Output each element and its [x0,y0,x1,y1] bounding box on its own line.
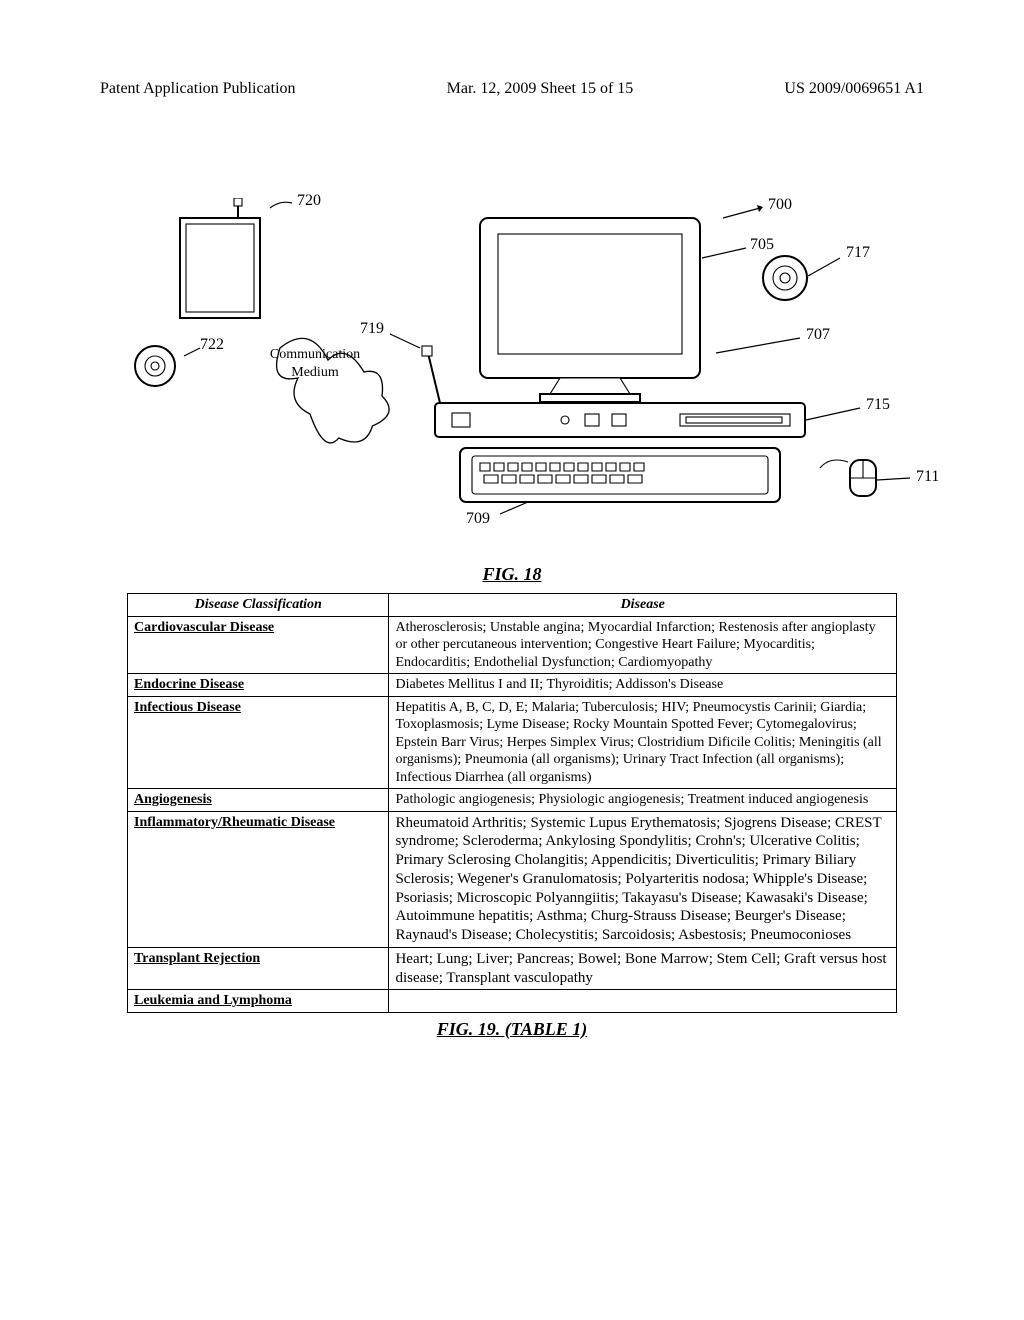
callout-707: 707 [806,326,830,344]
header-right: US 2009/0069651 A1 [784,80,924,98]
cloud-label-2: Medium [291,365,339,380]
page-header: Patent Application Publication Mar. 12, … [70,80,954,98]
callout-705: 705 [750,236,774,254]
table-header-row: Disease Classification Disease [128,594,897,617]
row-desc: Atherosclerosis; Unstable angina; Myocar… [389,616,897,674]
th-disease: Disease [389,594,897,617]
cloud-label-1: Communication [270,347,360,362]
row-label: Inflammatory/Rheumatic Disease [134,815,335,830]
callout-720: 720 [297,192,321,210]
row-label: Endocrine Disease [134,677,244,692]
table-1-caption: FIG. 19. (TABLE 1) [70,1019,954,1040]
table-1: Disease Classification Disease Cardiovas… [127,593,897,1013]
table-row: Leukemia and Lymphoma [128,990,897,1013]
table-row: Angiogenesis Pathologic angiogenesis; Ph… [128,789,897,812]
table-row: Inflammatory/Rheumatic Disease Rheumatoi… [128,811,897,947]
figure-18-caption: FIG. 18 [70,564,954,585]
callout-717: 717 [846,244,870,262]
row-label: Transplant Rejection [134,951,260,966]
figure-18: Communication Medium [70,198,954,558]
callout-709: 709 [466,510,490,528]
th-classification: Disease Classification [128,594,389,617]
callout-700: 700 [768,196,792,214]
row-desc: Pathologic angiogenesis; Physiologic ang… [389,789,897,812]
row-desc: Rheumatoid Arthritis; Systemic Lupus Ery… [389,811,897,947]
callout-715: 715 [866,396,890,414]
header-center: Mar. 12, 2009 Sheet 15 of 15 [447,80,634,98]
callout-722: 722 [200,336,224,354]
callout-719: 719 [360,320,384,338]
table-row: Transplant Rejection Heart; Lung; Liver;… [128,947,897,990]
row-label: Angiogenesis [134,792,212,807]
figure-18-drawing: Communication Medium [120,198,940,528]
row-desc: Heart; Lung; Liver; Pancreas; Bowel; Bon… [389,947,897,990]
table-row: Infectious Disease Hepatitis A, B, C, D,… [128,696,897,789]
row-label: Cardiovascular Disease [134,620,274,635]
row-desc [389,990,897,1013]
table-row: Endocrine Disease Diabetes Mellitus I an… [128,674,897,697]
row-label: Infectious Disease [134,700,241,715]
row-desc: Diabetes Mellitus I and II; Thyroiditis;… [389,674,897,697]
row-label: Leukemia and Lymphoma [134,993,292,1008]
header-left: Patent Application Publication [100,80,296,98]
callout-711: 711 [916,468,939,486]
table-row: Cardiovascular Disease Atherosclerosis; … [128,616,897,674]
row-desc: Hepatitis A, B, C, D, E; Malaria; Tuberc… [389,696,897,789]
